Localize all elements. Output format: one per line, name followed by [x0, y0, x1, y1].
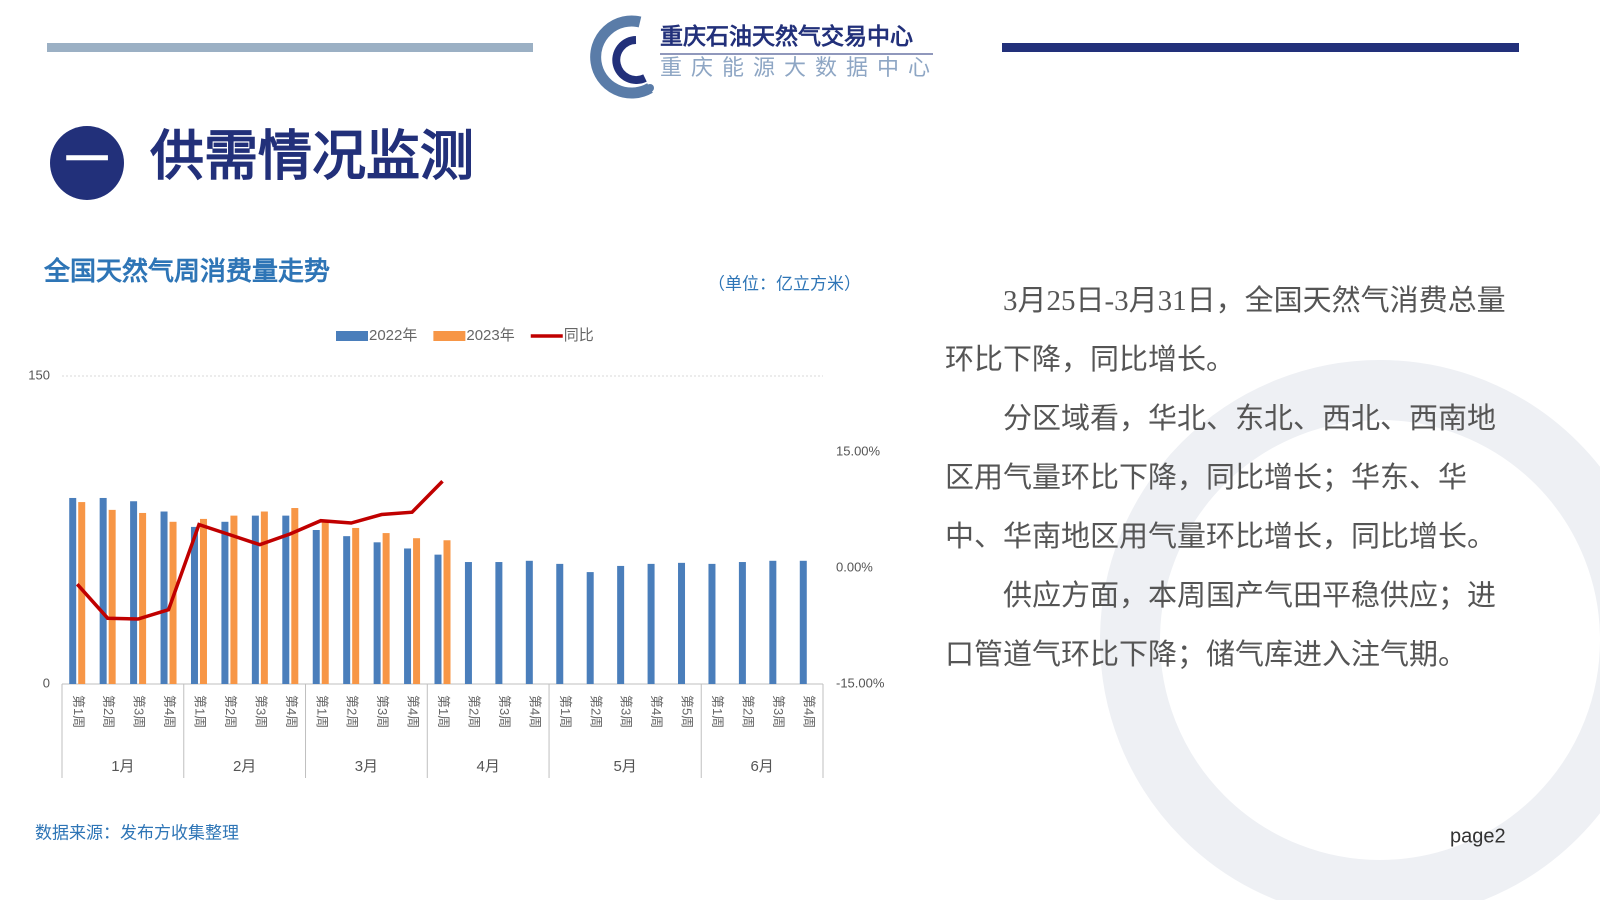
- x-tick-label: 第2周: [588, 695, 603, 728]
- bar: [260, 511, 268, 684]
- org-sub: 重庆能源大数据中心: [660, 55, 939, 80]
- group-label: 4月: [476, 758, 499, 775]
- bar: [230, 515, 238, 684]
- bar: [443, 540, 451, 684]
- paragraph: 分区域看，华北、东北、西北、西南地区用气量环比下降，同比增长；华东、华中、华南地…: [945, 403, 1497, 553]
- org-name: 重庆石油天然气交易中心: [660, 23, 913, 49]
- x-tick-label: 第3周: [253, 695, 268, 728]
- paragraph: 3月25日-3月31日，全国天然气消费总量环比下降，同比增长。: [945, 285, 1506, 376]
- bar: [678, 562, 686, 684]
- y2-tick-label: 15.00%: [836, 443, 881, 458]
- group-label: 6月: [750, 758, 773, 775]
- bar: [343, 536, 351, 684]
- y-tick-label: 150: [28, 367, 50, 382]
- x-tick-label: 第5周: [680, 695, 695, 728]
- x-tick-label: 第4周: [527, 695, 542, 728]
- group-label: 5月: [613, 758, 636, 775]
- bar: [373, 542, 381, 684]
- group-label: 1月: [111, 758, 134, 775]
- y-tick-label: 0: [43, 675, 50, 690]
- paragraph: 供应方面，本周国产气田平稳供应；进口管道气环比下降；储气库进入注气期。: [945, 580, 1497, 671]
- x-tick-label: 第2周: [467, 695, 482, 728]
- x-tick-label: 第3周: [132, 695, 147, 728]
- source: 数据来源：发布方收集整理: [35, 823, 239, 842]
- header-bar-right: [1002, 43, 1519, 52]
- legend-swatch: [336, 331, 368, 341]
- x-tick-label: 第2周: [223, 695, 238, 728]
- chart-title: 全国天然气周消费量走势: [43, 256, 330, 286]
- x-tick-label: 第1周: [71, 695, 86, 728]
- bar: [525, 560, 533, 684]
- x-tick-label: 第1周: [436, 695, 451, 728]
- bar: [586, 572, 594, 684]
- bar: [647, 563, 655, 684]
- x-tick-label: 第4周: [801, 695, 816, 728]
- group-label: 2月: [233, 758, 256, 775]
- x-tick-label: 第2周: [740, 695, 755, 728]
- bar: [251, 515, 259, 684]
- group-label: 3月: [355, 758, 378, 775]
- bar: [404, 548, 412, 684]
- bar: [495, 562, 503, 684]
- x-tick-label: 第1周: [193, 695, 208, 728]
- bar: [413, 538, 421, 684]
- bar: [434, 554, 442, 684]
- bar: [617, 565, 625, 684]
- x-tick-label: 第4周: [649, 695, 664, 728]
- bar: [799, 560, 807, 684]
- bar: [382, 533, 390, 684]
- x-tick-label: 第1周: [710, 695, 725, 728]
- bar: [199, 518, 207, 684]
- chart-unit: （单位：亿立方米）: [708, 274, 861, 293]
- x-tick-label: 第3周: [771, 695, 786, 728]
- legend-label: 2023年: [466, 327, 514, 344]
- bar: [708, 563, 716, 684]
- legend-label: 2022年: [369, 327, 417, 344]
- y2-tick-label: -15.00%: [836, 675, 885, 690]
- x-tick-label: 第2周: [345, 695, 360, 728]
- section-badge: [50, 126, 124, 200]
- bar: [352, 527, 360, 684]
- y2-tick-label: 0.00%: [836, 559, 873, 574]
- x-tick-label: 第3周: [619, 695, 634, 728]
- bar: [464, 562, 472, 684]
- legend-label: 同比: [564, 327, 594, 344]
- bar: [169, 521, 177, 684]
- page-number: page2: [1450, 825, 1506, 847]
- bar: [139, 512, 147, 684]
- bar: [108, 509, 116, 684]
- header-bar-left: [47, 43, 533, 52]
- line: [75, 480, 444, 621]
- bar: [130, 501, 138, 684]
- section-title: 供需情况监测: [150, 126, 474, 186]
- x-tick-label: 第4周: [284, 695, 299, 728]
- x-tick-label: 第3周: [375, 695, 390, 728]
- text-block: 3月25日-3月31日，全国天然气消费总量环比下降，同比增长。 分区域看，华北、…: [945, 272, 1520, 685]
- bar: [738, 562, 746, 684]
- x-tick-label: 第1周: [314, 695, 329, 728]
- bar: [78, 502, 86, 684]
- bar: [190, 526, 198, 684]
- x-tick-label: 第4周: [162, 695, 177, 728]
- watermark: [1100, 360, 1600, 900]
- bar: [312, 530, 320, 684]
- legend-swatch: [433, 331, 466, 341]
- bar: [769, 560, 777, 684]
- bar: [69, 497, 77, 684]
- bar: [291, 508, 299, 684]
- x-tick-label: 第4周: [406, 695, 421, 728]
- logo: [590, 15, 654, 99]
- bar: [282, 515, 290, 684]
- bar: [321, 519, 329, 684]
- section-number: 一: [65, 136, 109, 185]
- x-tick-label: 第2周: [101, 695, 116, 728]
- bar: [221, 521, 229, 684]
- x-tick-label: 第1周: [558, 695, 573, 728]
- bar: [556, 563, 564, 684]
- bar: [99, 497, 107, 684]
- bar: [160, 511, 168, 684]
- x-tick-label: 第3周: [497, 695, 512, 728]
